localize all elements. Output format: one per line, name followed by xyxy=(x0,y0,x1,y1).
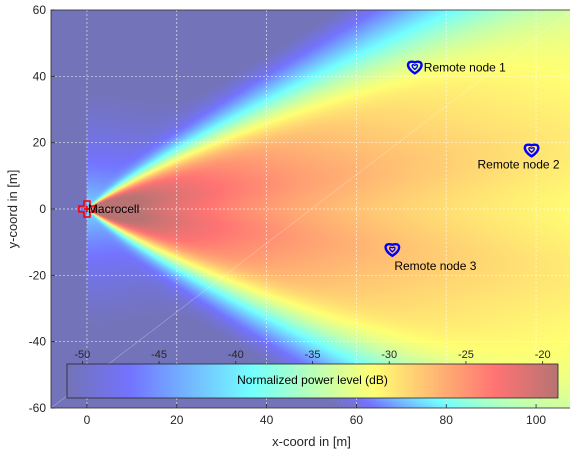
remote-node-heart-icon xyxy=(406,60,423,75)
y-tick-label: 40 xyxy=(33,69,47,83)
remote-node-label: Remote node 1 xyxy=(424,60,506,74)
colorbar: -50 -45 -40 -35 -30 -25 -20 Normalized power le… xyxy=(66,349,559,399)
y-tick-label: 20 xyxy=(33,136,47,150)
y-tick-label: 0 xyxy=(39,202,46,216)
x-axis-label: x-coord in [m] xyxy=(272,434,351,449)
colorbar-tick-label: -50 xyxy=(74,349,90,361)
colorbar-gradient xyxy=(67,364,558,398)
remote-node-marker xyxy=(384,242,401,258)
macrocell-plus-icon xyxy=(78,200,96,218)
remote-node-heart-inner xyxy=(389,246,396,253)
remote-node-label: Remote node 2 xyxy=(478,157,560,171)
remote-node-heart-icon xyxy=(384,242,401,258)
x-tick-label: 100 xyxy=(526,413,546,427)
colorbar-tick-label: -35 xyxy=(305,349,321,361)
colorbar-tick-label: -20 xyxy=(535,349,551,361)
x-tick-label: 60 xyxy=(350,413,364,427)
x-tick-label: 40 xyxy=(260,413,274,427)
macrocell-label: Macrocell xyxy=(88,202,139,216)
y-axis-label: y-coord in [m] xyxy=(5,170,20,249)
remote-node-heart-inner xyxy=(528,146,535,154)
remote-node-heart-inner xyxy=(411,64,419,71)
remote-node-heart-icon xyxy=(523,143,540,158)
axes: 0 20 40 60 80 100 -60 -40 -20 0 20 40 60 x-coord in [… xyxy=(5,3,570,449)
y-tick-label: 60 xyxy=(33,3,47,17)
y-tick-label: -20 xyxy=(29,268,47,282)
colorbar-tick-label: -30 xyxy=(381,349,397,361)
x-tick-label: 20 xyxy=(170,413,184,427)
remote-node-marker xyxy=(406,60,423,75)
y-tick-label: -60 xyxy=(29,401,47,415)
remote-node-marker xyxy=(523,143,540,158)
remote-node-label: Remote node 3 xyxy=(394,259,476,273)
x-tick-label: 0 xyxy=(84,413,91,427)
y-tick-label: -40 xyxy=(29,335,47,349)
x-tick-label: 80 xyxy=(440,413,454,427)
colorbar-tick-label: -25 xyxy=(458,349,474,361)
colorbar-label: Normalized power level (dB) xyxy=(237,373,388,387)
colorbar-tick-label: -40 xyxy=(228,349,244,361)
colorbar-tick-label: -45 xyxy=(151,349,167,361)
markers: Macrocell Remote node 1 Remote node 2 Remot… xyxy=(78,60,560,273)
macrocell-marker xyxy=(78,200,96,218)
